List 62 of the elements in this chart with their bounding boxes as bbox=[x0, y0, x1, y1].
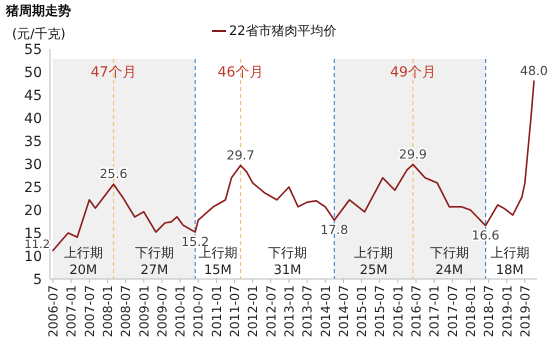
x-tick-label: 2018-07 bbox=[481, 285, 496, 338]
x-tick-label: 2006-07 bbox=[46, 285, 61, 338]
annotation: 17.8 bbox=[320, 222, 348, 238]
y-tick-label: 50 bbox=[24, 65, 42, 81]
annotation: 15M bbox=[204, 263, 232, 278]
annotation: 下行期 bbox=[268, 246, 307, 261]
x-tick-label: 2008-01 bbox=[100, 285, 115, 338]
y-tick-label: 10 bbox=[24, 249, 42, 265]
legend-label: 22省市猪肉平均价 bbox=[229, 24, 337, 39]
y-tick-label: 35 bbox=[24, 134, 42, 150]
x-tick-label: 2018-01 bbox=[462, 285, 478, 338]
x-tick-label: 2017-01 bbox=[426, 285, 442, 338]
x-tick-label: 2008-07 bbox=[118, 285, 134, 338]
annotation: 下行期 bbox=[430, 246, 469, 261]
ref-line-label: 49个月 bbox=[390, 64, 436, 81]
x-tick-label: 2016-01 bbox=[390, 285, 406, 338]
x-tick-label: 2011-07 bbox=[227, 285, 242, 338]
x-tick-label: 2014-01 bbox=[318, 285, 333, 338]
y-tick-label: 40 bbox=[24, 111, 42, 127]
x-tick-label: 2011-01 bbox=[208, 285, 224, 338]
y-tick-label: 20 bbox=[24, 203, 42, 219]
annotation: 上行期 bbox=[64, 246, 103, 261]
annotation: 27M bbox=[140, 263, 168, 278]
x-tick-label: 2019-07 bbox=[517, 285, 532, 338]
annotation: 25M bbox=[360, 263, 388, 278]
ref-line-label: 46个月 bbox=[218, 64, 264, 81]
annotation: 24M bbox=[435, 263, 464, 278]
y-tick-label: 45 bbox=[24, 88, 42, 104]
annotation: 31M bbox=[274, 263, 302, 278]
ref-line-label: 47个月 bbox=[90, 64, 136, 81]
y-tick-label: 30 bbox=[24, 157, 42, 173]
annotation: 上行期 bbox=[354, 246, 394, 261]
y-axis-title: (元/千克) bbox=[12, 27, 66, 42]
x-tick-label: 2013-07 bbox=[300, 285, 315, 338]
x-tick-label: 2019-01 bbox=[499, 285, 514, 338]
y-tick-label: 25 bbox=[24, 180, 42, 196]
x-tick-label: 2016-07 bbox=[408, 285, 424, 338]
annotation: 下行期 bbox=[134, 246, 174, 261]
y-tick-label: 5 bbox=[33, 272, 42, 288]
annotation: 25.6 bbox=[100, 166, 128, 182]
chart-title: 猪周期走势 bbox=[5, 3, 71, 19]
x-tick-label: 2010-07 bbox=[190, 285, 206, 338]
x-tick-label: 2015-07 bbox=[372, 285, 388, 338]
x-tick-label: 2012-01 bbox=[245, 285, 260, 338]
x-tick-label: 2010-01 bbox=[172, 285, 188, 338]
x-tick-label: 2014-07 bbox=[336, 285, 351, 338]
annotation: 18M bbox=[496, 263, 524, 278]
x-tick-label: 2013-01 bbox=[281, 285, 296, 338]
x-tick-label: 2007-01 bbox=[64, 285, 79, 338]
annotation: 20M bbox=[69, 263, 98, 278]
x-tick-label: 2012-07 bbox=[263, 285, 278, 338]
x-tick-label: 2017-07 bbox=[444, 285, 460, 338]
annotation: 29.7 bbox=[226, 147, 254, 162]
annotation: 16.6 bbox=[472, 228, 500, 243]
annotation: 上行期 bbox=[490, 246, 530, 261]
x-tick-label: 2009-07 bbox=[154, 285, 170, 338]
x-tick-label: 2015-01 bbox=[354, 285, 370, 338]
x-tick-label: 2009-01 bbox=[136, 285, 152, 338]
annotation: 29.9 bbox=[399, 146, 427, 162]
annotation: 48.0 bbox=[520, 63, 548, 78]
y-tick-label: 55 bbox=[24, 42, 42, 58]
x-tick-label: 2007-07 bbox=[82, 285, 97, 338]
